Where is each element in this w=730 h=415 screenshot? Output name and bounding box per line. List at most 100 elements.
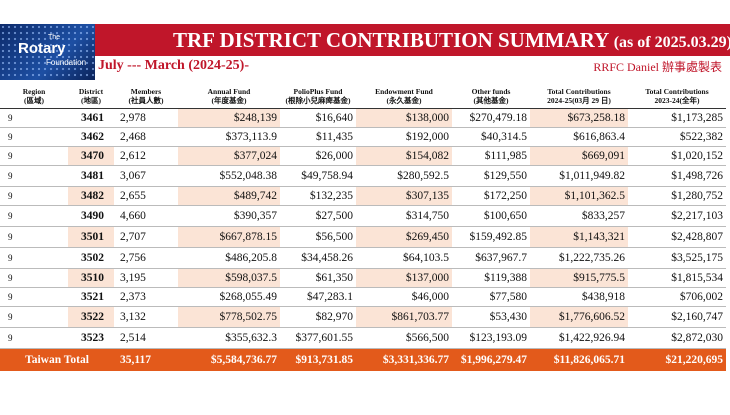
cell-region: 9 [0, 268, 68, 288]
cell-members: 2,978 [114, 108, 178, 128]
col-members: Members (社員人數) [114, 84, 178, 109]
cell-members: 2,468 [114, 127, 178, 147]
cell-members: 2,373 [114, 287, 178, 307]
table-row: 9 3523 2,514 $355,632.3 $377,601.55 $566,500 $… [0, 327, 726, 349]
cell-members: 3,195 [114, 268, 178, 288]
col-annual-fund: Annual Fund (年度基金) [178, 84, 280, 109]
cell-annual: $552,048.38 [178, 165, 280, 187]
cell-total: $1,011,949.82 [530, 165, 628, 187]
cell-polio: $26,000 [280, 146, 356, 166]
taiwan-total-row: Taiwan Total 35,117 $5,584,736.77 $913,7… [0, 348, 726, 371]
cell-region: 9 [0, 108, 68, 128]
cell-prev: $1,020,152 [628, 146, 726, 166]
cell-endow: $154,082 [356, 146, 452, 166]
cell-annual: $778,502.75 [178, 306, 280, 328]
cell-prev: $1,498,726 [628, 165, 726, 187]
cell-prev: $2,428,807 [628, 226, 726, 248]
cell-prev: $2,160,747 [628, 306, 726, 328]
cell-members: 4,660 [114, 205, 178, 227]
logo-foundation: Foundation [46, 58, 87, 67]
table-row: 9 3461 2,978 $248,139 $16,640 $138,000 $270,47… [0, 108, 726, 128]
logo-pattern [0, 24, 95, 80]
cell-district: 3501 [68, 226, 114, 248]
cell-annual: $373,113.9 [178, 127, 280, 147]
cell-district: 3461 [68, 108, 114, 128]
cell-endow: $314,750 [356, 205, 452, 227]
cell-prev: $2,872,030 [628, 327, 726, 349]
cell-annual: $248,139 [178, 108, 280, 128]
cell-region: 9 [0, 306, 68, 328]
page-title: TRF DISTRICT CONTRIBUTION SUMMARY (as of… [173, 28, 730, 53]
cell-other: $119,388 [452, 268, 530, 288]
cell-total: $833,257 [530, 205, 628, 227]
cell-members: 3,132 [114, 306, 178, 328]
cell-annual: $598,037.5 [178, 268, 280, 288]
cell-region: 9 [0, 205, 68, 227]
cell-polio: $377,601.55 [280, 327, 356, 349]
cell-members: 2,707 [114, 226, 178, 248]
cell-total: $673,258.18 [530, 108, 628, 128]
cell-annual: $355,632.3 [178, 327, 280, 349]
cell-polio: $34,458.26 [280, 247, 356, 269]
cell-other: $100,650 [452, 205, 530, 227]
total-prev: $21,220,695 [628, 348, 726, 371]
cell-other: $129,550 [452, 165, 530, 187]
cell-annual: $489,742 [178, 186, 280, 206]
cell-total: $616,863.4 [530, 127, 628, 147]
col-total-contributions: Total Contributions 2024-25(03月 29 日) [530, 84, 628, 109]
table-row: 9 3521 2,373 $268,055.49 $47,283.1 $46,000 $77… [0, 287, 726, 307]
cell-other: $270,479.18 [452, 108, 530, 128]
cell-district: 3462 [68, 127, 114, 147]
cell-district: 3522 [68, 306, 114, 328]
cell-other: $637,967.7 [452, 247, 530, 269]
cell-total: $1,143,321 [530, 226, 628, 248]
cell-polio: $49,758.94 [280, 165, 356, 187]
cell-endow: $138,000 [356, 108, 452, 128]
col-endowment-fund: Endowment Fund (永久基金) [356, 84, 452, 109]
contribution-table: Region (區域) District (地區) Members (社員人數) An… [0, 84, 726, 371]
cell-other: $123,193.09 [452, 327, 530, 349]
cell-region: 9 [0, 247, 68, 269]
cell-other: $77,580 [452, 287, 530, 307]
table-row: 9 3482 2,655 $489,742 $132,235 $307,135 $172,2… [0, 186, 726, 206]
col-district: District (地區) [68, 84, 114, 109]
cell-prev: $706,002 [628, 287, 726, 307]
cell-district: 3470 [68, 146, 114, 166]
cell-polio: $16,640 [280, 108, 356, 128]
cell-endow: $307,135 [356, 186, 452, 206]
col-region: Region (區域) [0, 84, 68, 109]
cell-region: 9 [0, 226, 68, 248]
table-body: 9 3461 2,978 $248,139 $16,640 $138,000 $270,47… [0, 108, 726, 349]
header: The Rotary Foundation TRF DISTRICT CONTR… [0, 0, 730, 80]
cell-endow: $64,103.5 [356, 247, 452, 269]
total-total: $11,826,065.71 [530, 348, 628, 371]
title-bar: TRF DISTRICT CONTRIBUTION SUMMARY (as of… [95, 24, 730, 56]
cell-annual: $486,205.8 [178, 247, 280, 269]
rotary-foundation-logo: The Rotary Foundation [0, 24, 95, 80]
cell-total: $1,422,926.94 [530, 327, 628, 349]
cell-prev: $3,525,175 [628, 247, 726, 269]
logo-the: The [48, 34, 61, 41]
maker-label: RRFC Daniel 辦事處製表 [593, 60, 722, 74]
cell-endow: $566,500 [356, 327, 452, 349]
cell-region: 9 [0, 165, 68, 187]
table-row: 9 3510 3,195 $598,037.5 $61,350 $137,000 $119,… [0, 268, 726, 288]
cell-district: 3490 [68, 205, 114, 227]
table-row: 9 3462 2,468 $373,113.9 $11,435 $192,000 $40,3… [0, 127, 726, 147]
as-of-date: (as of 2025.03.29) [613, 34, 730, 51]
cell-members: 2,612 [114, 146, 178, 166]
cell-polio: $11,435 [280, 127, 356, 147]
period-label: July --- March (2024-25)- [98, 58, 249, 73]
cell-polio: $82,970 [280, 306, 356, 328]
cell-endow: $280,592.5 [356, 165, 452, 187]
cell-total: $1,101,362.5 [530, 186, 628, 206]
table-row: 9 3481 3,067 $552,048.38 $49,758.94 $280,592.… [0, 165, 726, 187]
cell-annual: $268,055.49 [178, 287, 280, 307]
total-annual: $5,584,736.77 [178, 348, 280, 371]
cell-members: 2,514 [114, 327, 178, 349]
cell-other: $40,314.5 [452, 127, 530, 147]
table-row: 9 3490 4,660 $390,357 $27,500 $314,750 $100,65… [0, 205, 726, 227]
cell-region: 9 [0, 146, 68, 166]
cell-region: 9 [0, 127, 68, 147]
cell-members: 2,756 [114, 247, 178, 269]
